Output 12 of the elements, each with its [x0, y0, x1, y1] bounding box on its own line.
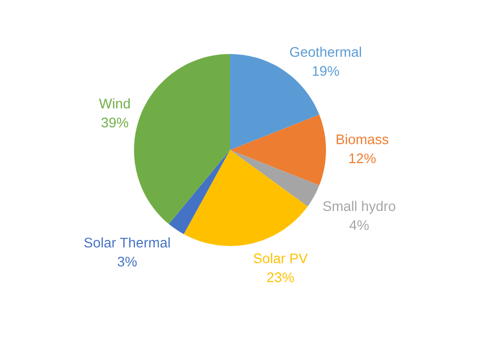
slice-label: Biomass — [336, 134, 388, 144]
slice-label: Wind — [99, 98, 130, 108]
data-label: 12% — [349, 153, 376, 164]
data-label: 39% — [101, 118, 128, 128]
slice-label: Solar PV — [254, 253, 308, 264]
data-label: 3% — [118, 256, 137, 267]
data-label: 19% — [312, 66, 340, 76]
slice-label: Geothermal — [290, 46, 361, 57]
data-label: 4% — [349, 220, 369, 230]
slice-label: Solar Thermal — [84, 237, 170, 248]
data-label: 23% — [267, 272, 294, 282]
slice-label: Small hydro — [323, 200, 396, 214]
